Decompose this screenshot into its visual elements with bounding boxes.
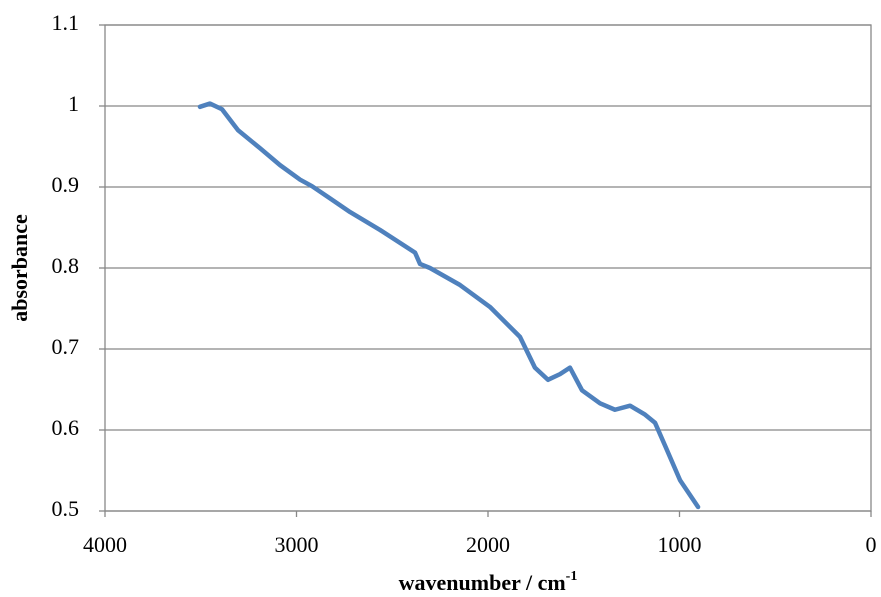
x-tick-label: 2000 [466,532,510,557]
y-tick-label: 0.8 [52,253,80,278]
y-tick-label: 0.9 [52,172,80,197]
x-tick-label: 3000 [275,532,319,557]
y-tick-label: 0.5 [52,496,80,521]
y-tick-label: 1 [68,91,79,116]
x-axis-label-superscript: -1 [566,569,578,584]
x-tick-label: 4000 [83,532,127,557]
x-axis-label-main: wavenumber / cm [399,570,566,595]
x-tick-label: 0 [866,532,877,557]
x-tick-label: 1000 [658,532,702,557]
data-line [197,101,701,510]
x-axis-label: wavenumber / cm-1 [399,569,578,595]
y-tick-label: 1.1 [52,10,80,35]
y-tick-label: 0.6 [52,415,80,440]
y-tick-label: 0.7 [52,334,80,359]
y-axis-label: absorbance [7,214,32,322]
